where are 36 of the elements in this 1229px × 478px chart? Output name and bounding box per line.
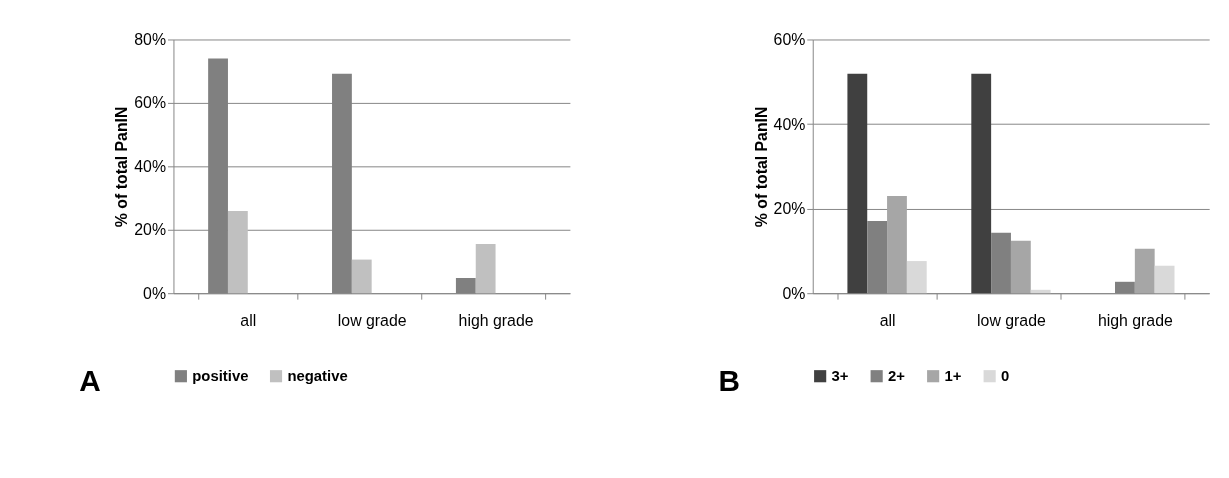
y-tick-label: 40%	[773, 115, 806, 133]
y-axis-title: % of total PanIN	[752, 106, 770, 228]
x-tick-label: low grade	[977, 312, 1046, 330]
bar	[1134, 248, 1155, 294]
bar	[887, 195, 907, 294]
legend-label: positive	[192, 368, 249, 385]
bar	[1030, 289, 1051, 294]
text: B	[718, 364, 741, 398]
y-axis-title: % of total PanIN	[113, 106, 131, 228]
y-tick-label: 80%	[134, 30, 167, 48]
y-tick-label: 40%	[134, 157, 167, 175]
y-tick-label: 0%	[782, 284, 806, 302]
y-tick-label: 0%	[143, 284, 167, 302]
x-tick-label: all	[879, 312, 896, 330]
bar	[906, 261, 927, 294]
y-tick-label: 20%	[773, 200, 806, 218]
text: A	[79, 364, 101, 398]
x-tick-label: all	[240, 312, 257, 330]
legend-label: 0	[1001, 368, 1010, 385]
y-tick-label: 60%	[773, 30, 806, 48]
x-tick-label: high grade	[458, 312, 534, 330]
legend-label: 2+	[888, 368, 906, 385]
bar	[351, 259, 372, 294]
y-tick-label: 20%	[134, 221, 167, 239]
x-tick-label: high grade	[1097, 312, 1173, 330]
legend-label: negative	[287, 368, 348, 385]
x-tick-label: low grade	[337, 312, 407, 330]
y-tick-label: 60%	[134, 94, 167, 112]
legend-label: 3+	[831, 368, 849, 385]
bar	[1154, 265, 1175, 294]
legend-label: 1+	[944, 368, 962, 385]
bar	[227, 211, 248, 294]
bar	[971, 73, 992, 294]
bar	[475, 244, 496, 294]
bar	[847, 73, 868, 294]
bar	[1010, 240, 1031, 294]
